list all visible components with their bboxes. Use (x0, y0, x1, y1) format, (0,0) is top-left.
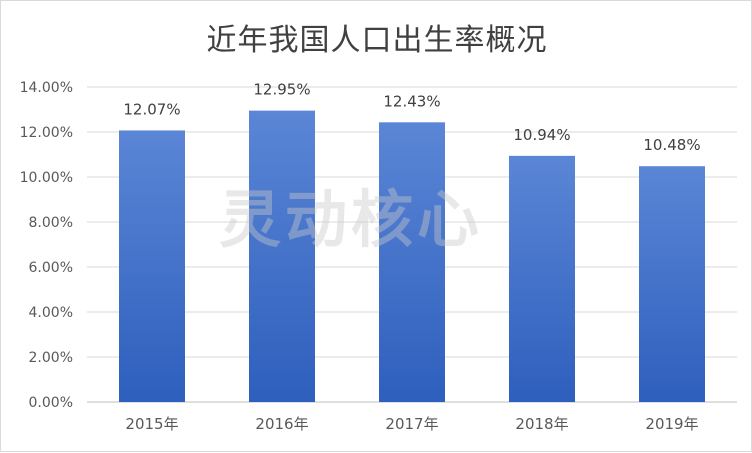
bar (639, 166, 705, 402)
data-label: 12.07% (123, 100, 180, 118)
y-tick-label: 10.00% (20, 170, 73, 186)
data-label: 12.95% (253, 81, 310, 99)
y-tick-label: 8.00% (29, 215, 73, 231)
data-label: 10.94% (513, 126, 570, 144)
x-tick-label: 2019年 (645, 415, 698, 433)
x-tick-label: 2017年 (385, 415, 438, 433)
y-tick-label: 6.00% (29, 260, 73, 276)
x-tick-label: 2018年 (515, 415, 568, 433)
bar (379, 122, 445, 402)
x-tick-label: 2016年 (255, 415, 308, 433)
x-tick-label: 2015年 (125, 415, 178, 433)
data-labels: 12.07% 12.95% 12.43% 10.94% 10.48% (123, 81, 700, 155)
x-axis-ticks: 2015年 2016年 2017年 2018年 2019年 (125, 415, 698, 433)
y-tick-label: 12.00% (20, 125, 73, 141)
y-axis-ticks: 0.00% 2.00% 4.00% 6.00% 8.00% 10.00% 12.00% 14.… (20, 80, 73, 411)
y-tick-label: 2.00% (29, 350, 73, 366)
y-tick-label: 14.00% (20, 80, 73, 96)
data-label: 10.48% (643, 136, 700, 154)
bars (119, 110, 705, 403)
bar (119, 130, 185, 403)
bar (509, 155, 575, 402)
chart-title: 近年我国人口出生率概况 (206, 23, 548, 58)
bar (249, 110, 315, 402)
y-tick-label: 0.00% (29, 395, 73, 411)
data-label: 12.43% (383, 92, 440, 110)
y-tick-label: 4.00% (29, 305, 73, 321)
